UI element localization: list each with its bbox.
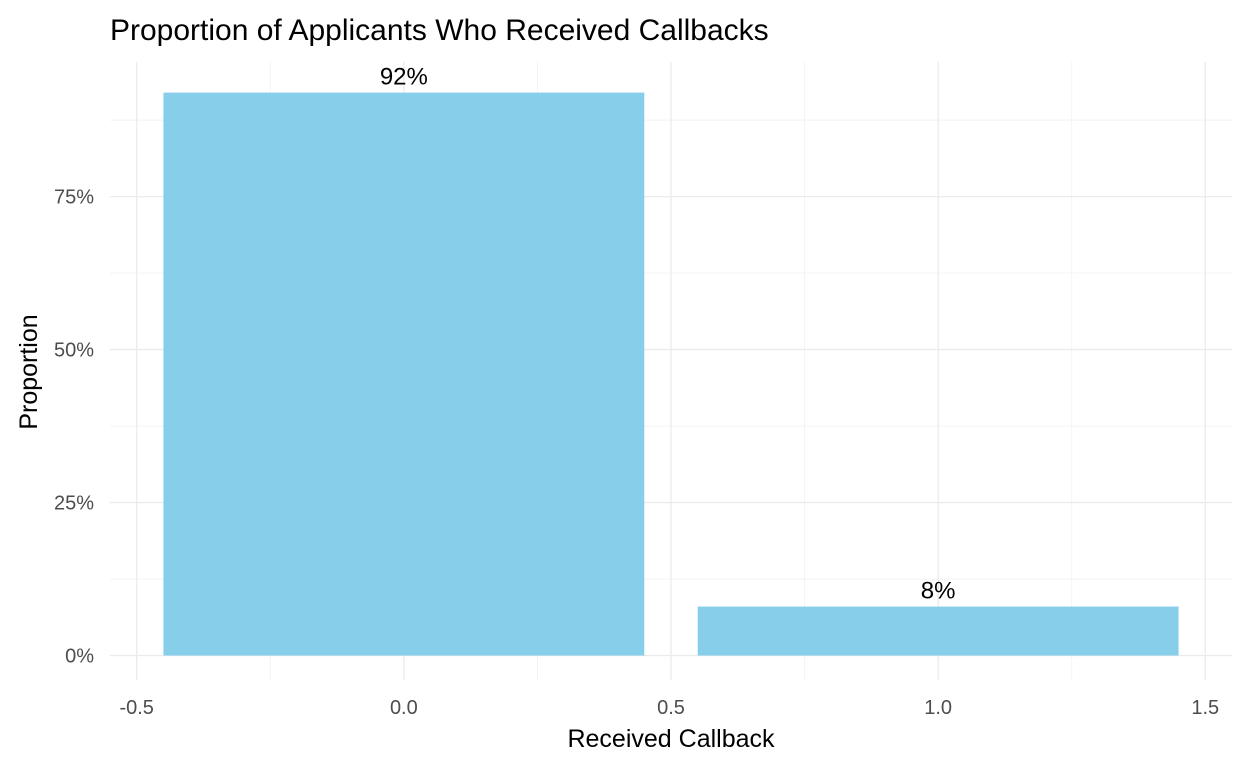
- x-tick-label: 0.0: [390, 697, 418, 719]
- x-axis-title: Received Callback: [567, 725, 775, 753]
- bar: [697, 606, 1179, 656]
- y-axis-ticks: 0% 25% 50% 75%: [54, 187, 94, 668]
- x-tick-label: -0.5: [119, 697, 153, 719]
- data-labels: 92% 8%: [380, 64, 956, 605]
- bars: [163, 92, 1179, 656]
- y-tick-label: 75%: [54, 187, 94, 209]
- x-tick-label: 1.5: [1191, 697, 1219, 719]
- y-tick-label: 50%: [54, 340, 94, 362]
- x-axis-ticks: -0.5 0.0 0.5 1.0 1.5: [119, 697, 1219, 719]
- y-tick-label: 25%: [54, 493, 94, 515]
- chart-title: Proportion of Applicants Who Received Ca…: [110, 14, 769, 47]
- y-axis-title: Proportion: [15, 314, 43, 429]
- x-tick-label: 0.5: [657, 697, 685, 719]
- bar-data-label: 92%: [380, 64, 428, 91]
- bar: [163, 92, 645, 656]
- y-tick-label: 0%: [65, 646, 94, 668]
- bar-data-label: 8%: [921, 578, 956, 605]
- x-tick-label: 1.0: [924, 697, 952, 719]
